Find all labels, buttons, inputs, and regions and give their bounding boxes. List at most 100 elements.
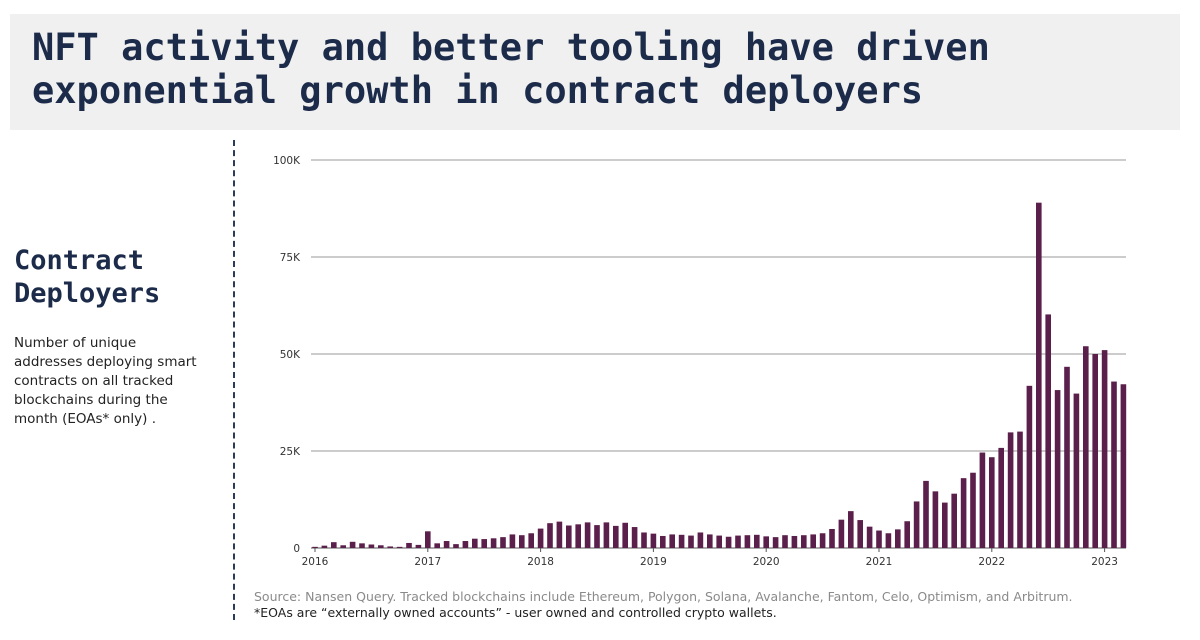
x-tick-label: 2018 [527, 556, 554, 568]
bar [406, 542, 412, 548]
bar [998, 447, 1004, 548]
bar [1120, 384, 1127, 548]
bar [453, 544, 459, 548]
y-tick-label: 25K [280, 446, 301, 458]
x-tick-label: 2017 [414, 556, 441, 568]
bar [932, 491, 939, 548]
bar [923, 480, 929, 548]
bar [942, 502, 948, 548]
bar [566, 525, 572, 548]
bar [528, 533, 534, 548]
bar [782, 535, 788, 548]
bar [340, 545, 346, 548]
bar [885, 533, 892, 548]
bar [697, 532, 704, 548]
bar [425, 531, 431, 548]
bar [434, 543, 440, 548]
page-title: NFT activity and better tooling have dri… [32, 26, 990, 112]
bar [1017, 431, 1023, 548]
bar [481, 539, 487, 548]
bar [970, 472, 976, 548]
bar [509, 534, 516, 548]
y-axis-labels: 0 25K 50K 75K 100K [273, 155, 301, 555]
bar [688, 535, 694, 548]
bar [829, 528, 835, 548]
bar [387, 546, 393, 548]
bar [321, 545, 328, 548]
bar [472, 538, 478, 548]
bar [876, 530, 882, 548]
bar [838, 519, 845, 548]
source-text: Source: Nansen Query. Tracked blockchain… [254, 589, 1073, 604]
bar [359, 543, 365, 548]
bar [1054, 390, 1061, 548]
bar [613, 525, 619, 548]
bar [1101, 350, 1108, 548]
bar [1064, 366, 1070, 548]
bar [660, 535, 666, 548]
bar [603, 522, 610, 548]
x-axis-labels: 2016 2017 2018 2019 2020 2021 2022 2023 [302, 548, 1118, 568]
bar [754, 534, 760, 548]
bar [801, 535, 807, 548]
bar [631, 527, 638, 548]
bar [960, 478, 967, 548]
x-tick-label: 2023 [1091, 556, 1118, 568]
bar [650, 533, 657, 548]
bar [462, 541, 469, 548]
bar [378, 545, 384, 548]
bar [763, 536, 769, 548]
bar [547, 523, 553, 548]
bar [707, 534, 713, 548]
bars [312, 202, 1127, 548]
y-tick-label: 0 [293, 543, 300, 555]
bar [312, 546, 318, 548]
bar [537, 528, 544, 548]
x-tick-label: 2016 [302, 556, 329, 568]
bar [951, 493, 957, 548]
dashed-divider [233, 140, 235, 620]
x-tick-label: 2021 [866, 556, 893, 568]
y-tick-label: 75K [280, 252, 301, 264]
bar [744, 535, 751, 548]
bar [848, 511, 854, 548]
bar [866, 526, 873, 548]
bar [1092, 354, 1098, 548]
bar [331, 542, 337, 548]
footnote: Source: Nansen Query. Tracked blockchain… [254, 589, 1073, 621]
bar [819, 533, 826, 548]
bar [556, 521, 563, 548]
eoa-note: *EOAs are “externally owned accounts” - … [254, 605, 777, 620]
bar [669, 534, 675, 548]
bar [1045, 314, 1051, 548]
bar [584, 522, 591, 548]
bar [989, 457, 995, 548]
y-tick-label: 50K [280, 349, 301, 361]
bar [396, 546, 403, 548]
sidebar-title: Contract Deployers [14, 245, 161, 309]
bar [368, 544, 375, 548]
x-tick-label: 2022 [978, 556, 1005, 568]
sidebar-description: Number of unique addresses deploying sma… [14, 335, 197, 427]
x-tick-label: 2019 [640, 556, 667, 568]
bar [594, 525, 600, 548]
x-tick-label: 2020 [753, 556, 780, 568]
bar [415, 544, 422, 548]
y-tick-label: 100K [273, 155, 301, 167]
bar [1007, 432, 1014, 548]
bar [443, 541, 450, 548]
bar [772, 537, 779, 548]
bar [678, 534, 685, 548]
bar [791, 535, 798, 548]
title-banner: NFT activity and better tooling have dri… [10, 14, 1180, 130]
bar [1036, 202, 1042, 548]
bar [857, 520, 863, 548]
bar [490, 538, 497, 548]
bar [725, 536, 732, 548]
bar [895, 529, 901, 548]
bar [913, 501, 920, 548]
bar [810, 534, 816, 548]
bar [622, 522, 628, 548]
bar [575, 524, 581, 548]
